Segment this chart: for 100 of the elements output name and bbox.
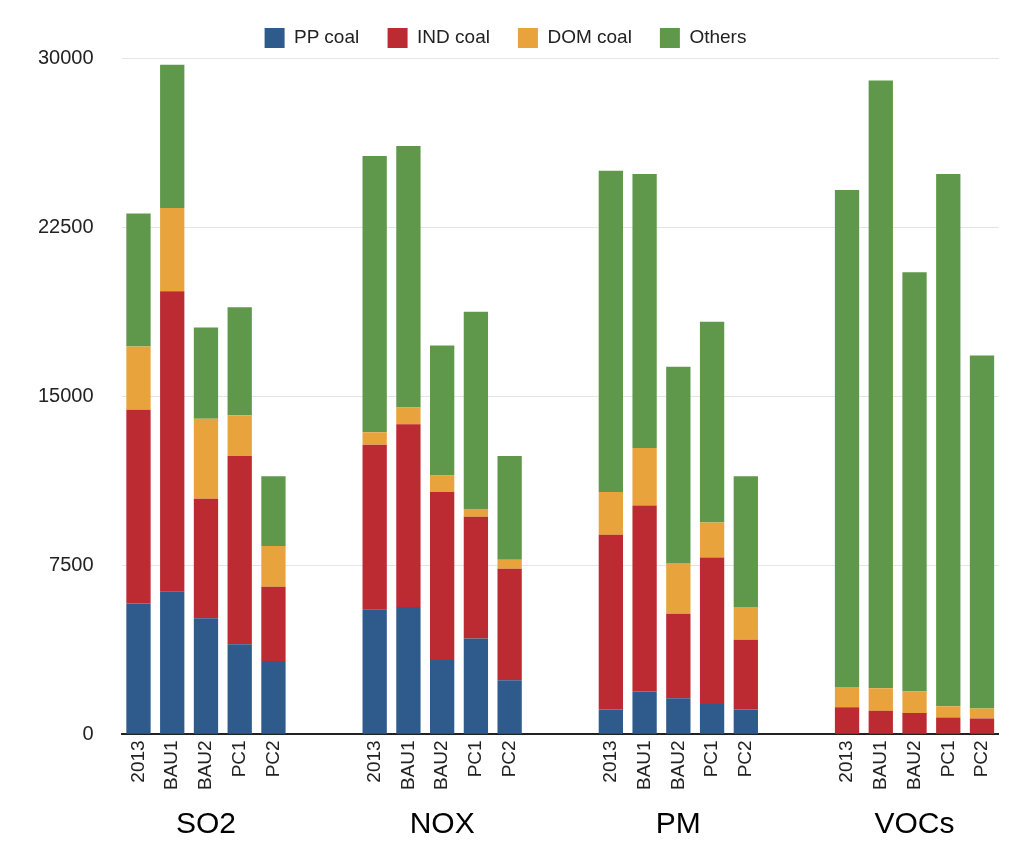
text: PM [655, 806, 701, 840]
bar [598, 170, 624, 492]
bar [699, 321, 725, 523]
bar [227, 307, 252, 416]
bar [396, 424, 421, 607]
bar [227, 644, 252, 734]
bar [666, 366, 691, 564]
bar [463, 508, 489, 517]
bar [193, 618, 219, 734]
bar [362, 609, 387, 734]
legend-label: IND coal [417, 26, 490, 48]
bar [868, 80, 893, 689]
x-tick-label: PC1 [700, 740, 722, 778]
bar [261, 476, 286, 547]
bar [193, 327, 219, 419]
bar [396, 606, 421, 734]
bar [160, 64, 185, 208]
bar [430, 492, 455, 660]
bar [699, 703, 725, 734]
bar [868, 688, 893, 711]
bar [902, 712, 927, 734]
bar [463, 638, 489, 734]
x-tick-label: PC2 [261, 740, 283, 778]
bar [463, 311, 489, 509]
bar [632, 505, 657, 692]
x-tick-label: BAU1 [869, 740, 891, 791]
bar [598, 709, 624, 734]
bar [598, 534, 624, 710]
bar [632, 174, 657, 449]
x-tick-label: BAU1 [632, 740, 654, 791]
x-tick-label: BAU2 [666, 740, 688, 791]
x-tick-label: 2013 [835, 740, 857, 783]
bar [160, 291, 185, 592]
bar [632, 448, 657, 506]
y-tick-label: 0 [82, 721, 94, 744]
bar [902, 691, 927, 713]
x-tick-label: 2013 [362, 740, 384, 783]
bar [868, 710, 893, 734]
bar [936, 717, 961, 734]
bar [699, 522, 725, 558]
x-tick-label: PC1 [227, 740, 249, 778]
x-tick-label: PC2 [497, 740, 519, 778]
x-tick-label: PC2 [734, 740, 756, 778]
bar [362, 444, 387, 610]
bar [969, 708, 995, 719]
bar [227, 415, 252, 456]
bar [666, 613, 691, 699]
bar [261, 546, 286, 587]
x-tick-label: 2013 [599, 740, 621, 783]
bar [598, 492, 624, 535]
x-tick-label: BAU1 [160, 740, 182, 791]
bar [463, 516, 489, 639]
bar [430, 475, 455, 492]
bar [733, 606, 758, 640]
x-tick-label: 2013 [126, 740, 148, 783]
bar [126, 603, 151, 734]
bar [699, 557, 725, 704]
bar [126, 409, 151, 604]
bar [430, 659, 455, 734]
legend-label: DOM coal [547, 26, 632, 48]
bar [362, 156, 387, 433]
text: SO2 [175, 806, 236, 840]
bar [902, 272, 927, 692]
bar [969, 355, 995, 709]
bar [160, 591, 185, 734]
bar [193, 418, 219, 499]
bar [396, 407, 421, 425]
bar [497, 559, 522, 569]
bar [733, 709, 758, 734]
bar [632, 691, 657, 734]
y-tick-label: 7500 [49, 552, 94, 575]
bar [497, 455, 522, 560]
x-tick-label: BAU2 [430, 740, 452, 791]
y-tick-label: 15000 [37, 383, 94, 406]
x-tick-label: BAU2 [902, 740, 924, 791]
text: VOCs [874, 806, 955, 840]
bar [160, 207, 185, 292]
bar [227, 455, 252, 645]
bar [834, 707, 860, 734]
bar [362, 432, 387, 445]
bar [126, 346, 151, 410]
bar [497, 568, 522, 681]
bar [936, 706, 961, 718]
legend-label: Others [689, 26, 747, 48]
bar [126, 213, 151, 347]
bar [936, 174, 961, 707]
bar [261, 661, 286, 734]
legend-label: PP coal [294, 26, 360, 48]
x-tick-label: PC1 [936, 740, 958, 778]
bar [969, 718, 995, 734]
bar [193, 498, 219, 619]
bar [396, 145, 421, 408]
bar [666, 563, 691, 614]
x-tick-label: PC2 [970, 740, 992, 778]
bar [834, 687, 860, 708]
bar [733, 639, 758, 710]
bar [430, 345, 455, 476]
x-tick-label: PC1 [464, 740, 486, 778]
y-tick-label: 22500 [37, 214, 94, 237]
bar [261, 586, 286, 662]
